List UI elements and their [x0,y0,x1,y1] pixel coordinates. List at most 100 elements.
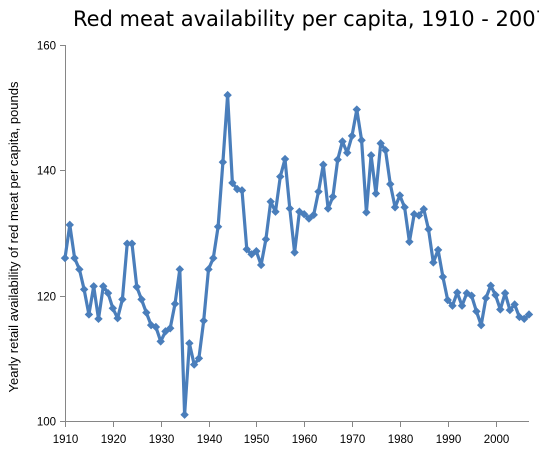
data-point [390,203,400,212]
data-point [170,299,180,309]
data-point [328,192,338,201]
x-tick-label: 1960 [292,434,318,446]
data-point [386,179,395,189]
data-point [180,410,189,419]
data-point [132,282,141,292]
y-tick-label: 160 [37,41,56,53]
series-markers [60,90,534,419]
data-point [295,207,304,216]
data-point [395,191,405,200]
data-point [103,288,113,298]
data-point [505,305,515,315]
data-point [247,250,256,259]
data-point [524,310,534,319]
data-point [118,295,127,304]
data-point [75,265,84,274]
data-point [285,204,295,213]
data-point [276,172,285,181]
data-point [166,324,175,333]
data-point [242,245,251,254]
data-point [79,285,89,294]
x-tick-label: 1910 [53,434,79,446]
x-axis-ticks: 1910 1920 1930 1940 1950 1960 1970 1980 1990 2000 [53,421,510,446]
data-point [218,157,228,167]
y-tick-label: 120 [37,292,56,304]
data-point [500,288,510,298]
data-point [347,131,357,141]
data-point [352,105,361,114]
data-point [448,301,457,310]
x-tick-label: 1980 [388,434,414,446]
data-point [333,155,342,164]
data-point [405,237,414,246]
data-point [199,316,208,325]
data-point [472,307,481,316]
data-point [366,151,376,160]
x-tick-label: 1920 [101,434,127,446]
data-point [65,220,74,230]
data-point [185,339,194,348]
y-axis-label: Yearly retail availability of red meat p… [6,81,21,392]
data-point [142,308,151,317]
data-point [520,314,529,324]
data-point [429,258,438,267]
data-point [400,203,409,212]
data-point [151,322,161,332]
x-tick-label: 2000 [484,434,510,446]
data-point [381,146,390,155]
x-tick-label: 1940 [197,434,223,446]
data-point [228,178,237,188]
data-point [319,160,328,169]
data-point [189,360,199,369]
data-point [89,282,98,291]
data-point [414,211,424,220]
data-point [108,304,118,313]
data-point [496,305,505,314]
data-point [424,225,433,234]
data-point [271,207,280,216]
data-point [194,354,204,363]
data-point [433,245,443,255]
y-axis-ticks: 100 120 140 160 [37,41,66,429]
data-point [223,90,232,100]
data-point [156,337,165,346]
data-point [266,197,275,206]
x-tick-label: 1950 [244,434,270,446]
data-point [290,248,299,257]
data-point [304,214,314,223]
data-point [323,204,333,213]
data-point [481,293,491,303]
data-point [127,239,137,248]
data-point [204,265,213,274]
chart-title: Red meat availability per capita, 1910 -… [73,7,539,31]
data-point [60,253,70,263]
data-point [309,210,318,220]
data-point [94,314,103,324]
data-point [438,272,448,282]
data-point [510,300,519,309]
data-point [491,290,500,300]
data-point [376,139,385,148]
data-point [486,281,495,290]
data-point [314,187,323,196]
data-point [457,301,467,310]
data-point [209,253,218,263]
data-point [343,148,352,157]
x-tick-label: 1970 [340,434,366,446]
data-point [357,136,366,145]
data-point [213,222,223,231]
data-point [280,154,290,164]
data-point [146,320,156,330]
data-point [70,253,79,263]
x-tick-label: 1930 [149,434,175,446]
data-point [261,235,271,244]
x-tick-label: 1990 [436,434,462,446]
data-point [237,186,247,195]
data-point [175,265,185,274]
data-point [419,204,428,214]
data-point [443,295,452,305]
data-point [113,314,122,323]
data-point [453,288,462,297]
series-line [63,93,531,417]
data-point [299,210,309,219]
